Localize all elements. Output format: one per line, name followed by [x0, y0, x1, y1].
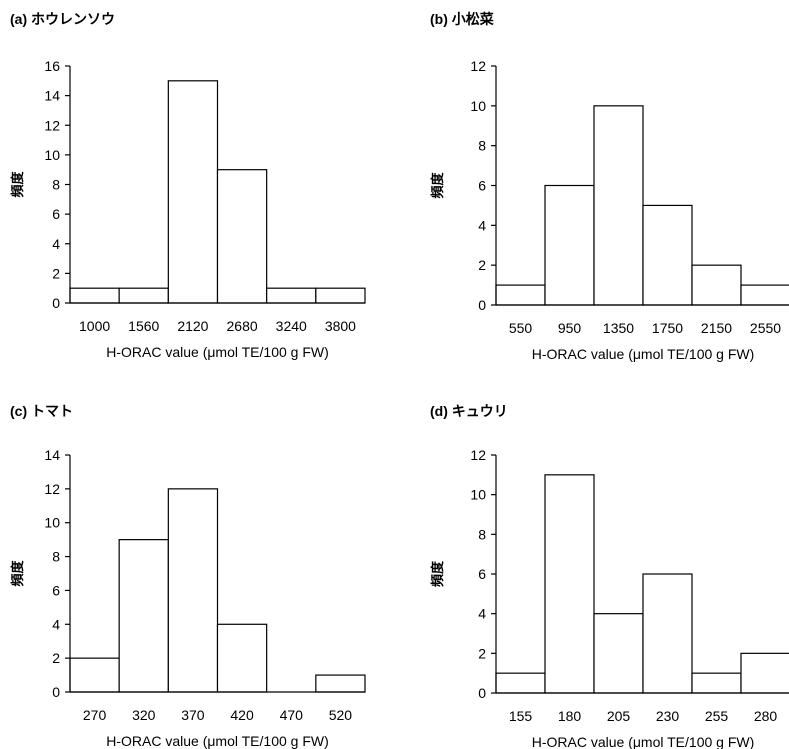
y-tick-label: 14	[44, 447, 60, 463]
y-tick-label: 4	[478, 606, 486, 622]
y-tick-label: 10	[470, 98, 486, 114]
x-tick-label: 420	[230, 707, 254, 723]
x-axis-label: H-ORAC value (μmol TE/100 g FW)	[532, 346, 755, 362]
histogram-bar	[118, 539, 169, 693]
y-axis-label: 頻度	[430, 172, 445, 199]
histogram-bar	[642, 573, 693, 694]
x-tick-label: 230	[656, 708, 680, 724]
y-tick-label: 10	[470, 487, 486, 503]
chart-panel-d: (d) キュウリ 0 2 4 6 8 10 12 155 180 205 230 255 280 H-ORA…	[430, 403, 789, 749]
y-tick-label: 4	[52, 616, 60, 632]
panel-title: (a) ホウレンソウ	[10, 11, 115, 27]
histogram-bar	[216, 623, 268, 693]
y-tick-label: 2	[478, 257, 486, 273]
histogram-bar	[740, 652, 789, 694]
x-tick-label: 2120	[177, 318, 208, 334]
histogram-bar	[315, 287, 366, 304]
y-tick-label: 8	[52, 549, 60, 565]
x-tick-label: 180	[558, 708, 582, 724]
histogram-bar	[593, 105, 644, 306]
y-tick-label: 10	[44, 147, 60, 163]
panel-title: (d) キュウリ	[430, 403, 508, 419]
y-tick-label: 12	[44, 117, 60, 133]
histogram-bar	[544, 474, 595, 694]
y-tick-label: 12	[44, 481, 60, 497]
panel-title: (c) トマト	[10, 403, 73, 419]
y-tick-label: 4	[478, 217, 486, 233]
x-tick-label: 370	[181, 707, 205, 723]
y-tick-label: 6	[478, 566, 486, 582]
x-tick-label: 3800	[325, 318, 356, 334]
x-axis-label: H-ORAC value (μmol TE/100 g FW)	[106, 733, 329, 749]
histogram-bar	[167, 80, 219, 304]
histogram-bar	[691, 672, 742, 694]
histogram-bar	[593, 613, 644, 694]
y-tick-label: 0	[478, 297, 486, 313]
y-tick-label: 0	[52, 295, 60, 311]
y-axis-label: 頻度	[430, 560, 445, 587]
x-tick-label: 550	[509, 320, 533, 336]
panel-title: (b) 小松菜	[430, 11, 495, 27]
x-tick-label: 950	[558, 320, 582, 336]
y-axis-label: 頻度	[10, 560, 25, 587]
x-tick-label: 470	[280, 707, 304, 723]
histogram-bar	[216, 169, 268, 304]
histogram-bar	[266, 287, 317, 304]
histogram-bar	[544, 184, 595, 306]
x-axis-label: H-ORAC value (μmol TE/100 g FW)	[532, 734, 755, 749]
y-tick-label: 2	[52, 650, 60, 666]
histogram-bar	[740, 284, 789, 306]
x-tick-label: 280	[754, 708, 778, 724]
x-tick-label: 270	[83, 707, 107, 723]
y-tick-label: 4	[52, 236, 60, 252]
y-tick-label: 6	[478, 178, 486, 194]
histogram-bar	[495, 672, 546, 694]
chart-panel-a: (a) ホウレンソウ 0 2 4 6 8 10 12 14 16 1000 1560 2120 2680 3…	[10, 11, 366, 360]
histogram-bar	[691, 264, 742, 306]
x-tick-label: 320	[132, 707, 156, 723]
y-tick-label: 12	[470, 447, 486, 463]
x-tick-label: 2150	[701, 320, 732, 336]
x-tick-label: 2680	[227, 318, 258, 334]
y-tick-label: 14	[44, 88, 60, 104]
y-tick-label: 6	[52, 206, 60, 222]
x-tick-label: 1750	[652, 320, 683, 336]
chart-panel-c: (c) トマト 0 2 4 6 8 10 12 14 270 320 370 420 470 520H-OR…	[10, 403, 366, 749]
y-axis-label: 頻度	[10, 171, 25, 198]
histogram-bar	[495, 284, 546, 306]
x-tick-label: 1000	[79, 318, 110, 334]
y-tick-label: 2	[52, 265, 60, 281]
histogram-bar	[642, 204, 693, 306]
y-tick-label: 12	[470, 58, 486, 74]
x-tick-label: 1350	[603, 320, 634, 336]
histogram-bar	[118, 287, 169, 304]
y-tick-label: 6	[52, 582, 60, 598]
histogram-bar	[69, 657, 120, 693]
y-tick-label: 0	[478, 685, 486, 701]
x-tick-label: 3240	[276, 318, 307, 334]
y-tick-label: 10	[44, 515, 60, 531]
y-tick-label: 8	[478, 138, 486, 154]
y-tick-label: 2	[478, 645, 486, 661]
chart-panel-b: (b) 小松菜 0 2 4 6 8 10 12 550 950 1350 1750 2150 2550 H-…	[430, 11, 789, 362]
histogram-bar	[315, 674, 366, 693]
x-tick-label: 2550	[750, 320, 781, 336]
x-tick-label: 1560	[128, 318, 159, 334]
y-tick-label: 8	[478, 526, 486, 542]
histogram-bar	[167, 488, 219, 693]
x-tick-label: 255	[705, 708, 729, 724]
y-tick-label: 8	[52, 177, 60, 193]
y-tick-label: 0	[52, 684, 60, 700]
x-tick-label: 520	[329, 707, 353, 723]
y-tick-label: 16	[44, 58, 60, 74]
histogram-bar	[69, 287, 120, 304]
x-tick-label: 155	[509, 708, 533, 724]
x-axis-label: H-ORAC value (μmol TE/100 g FW)	[106, 344, 329, 360]
x-tick-label: 205	[607, 708, 631, 724]
